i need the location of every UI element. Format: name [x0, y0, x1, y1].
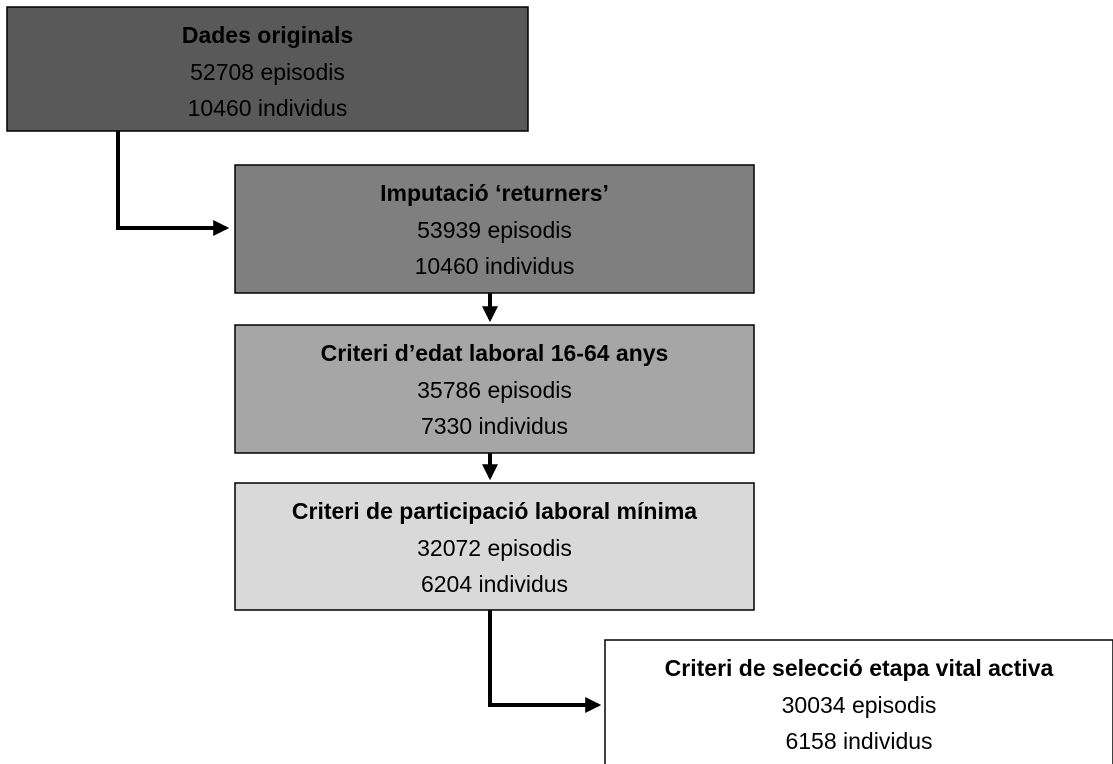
node-box — [6, 6, 529, 132]
node-title: Imputació ‘returners’ — [380, 180, 609, 206]
node-line: 32072 episodis — [417, 535, 572, 561]
node-box — [234, 482, 755, 611]
node-box — [234, 324, 755, 454]
node-line: 7330 individus — [421, 413, 568, 439]
node-box — [604, 639, 1113, 764]
node-title: Criteri d’edat laboral 16-64 anys — [321, 340, 669, 366]
connector — [488, 610, 602, 713]
node-line: 6158 individus — [785, 728, 932, 754]
node-line: 10460 individus — [415, 253, 575, 279]
node-line: 35786 episodis — [417, 377, 572, 403]
node-line: 53939 episodis — [417, 217, 572, 243]
node-title: Criteri de selecció etapa vital activa — [665, 655, 1054, 681]
node-line: 6204 individus — [421, 571, 568, 597]
node-line: 10460 individus — [188, 95, 348, 121]
node-line: 30034 episodis — [782, 692, 937, 718]
node-line: 52708 episodis — [190, 59, 345, 85]
node-title: Criteri de participació laboral mínima — [292, 498, 697, 524]
nodes: Dades originals 52708 episodis 10460 indiv… — [6, 6, 1113, 764]
connector — [116, 131, 230, 236]
node-box — [234, 164, 755, 294]
node-title: Dades originals — [182, 22, 353, 48]
